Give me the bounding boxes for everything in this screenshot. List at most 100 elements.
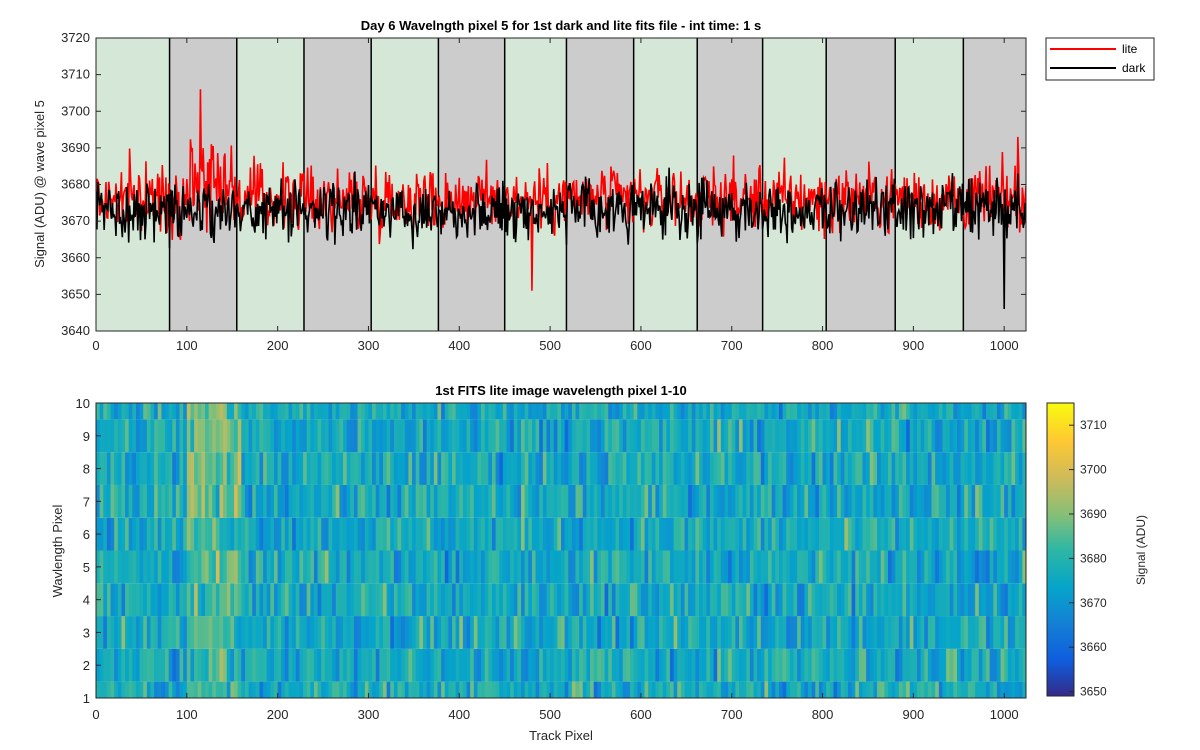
heatmap-cell: [887, 681, 892, 698]
heatmap-cell: [771, 550, 776, 584]
heatmap-cell: [114, 681, 119, 698]
heatmap-cell: [168, 517, 173, 551]
heatmap-cell: [822, 681, 827, 698]
heatmap-cell: [608, 648, 613, 682]
heatmap-cell: [204, 484, 210, 518]
heatmap-cell: [662, 616, 667, 649]
heatmap-cell: [215, 484, 220, 518]
heatmap-cell: [789, 648, 794, 682]
heatmap-cell: [935, 681, 940, 698]
heatmap-cell: [528, 452, 533, 485]
heatmap-cell: [143, 452, 148, 485]
y-tick-label: 3650: [61, 286, 90, 301]
heatmap-cell: [637, 517, 642, 551]
heatmap-cell: [1015, 550, 1020, 584]
heatmap-cell: [571, 403, 576, 420]
heatmap-cell: [982, 648, 987, 682]
heatmap-cell: [680, 484, 685, 518]
heatmap-cell: [804, 550, 809, 584]
heatmap-cell: [673, 403, 678, 420]
heatmap-cell: [292, 452, 297, 485]
heatmap-cell: [219, 419, 224, 453]
heatmap-cell: [837, 583, 842, 617]
heatmap-cell: [669, 517, 675, 551]
heatmap-cell: [99, 517, 104, 551]
heatmap-frame: [95, 402, 1027, 699]
heatmap-cell: [768, 648, 773, 682]
heatmap-cell: [862, 583, 867, 617]
heatmap-cell: [822, 616, 827, 649]
heatmap-cell: [837, 452, 842, 485]
heatmap-cell: [215, 681, 220, 698]
heatmap-cell: [906, 583, 911, 617]
heatmap-cell: [401, 403, 406, 420]
heatmap-cell: [909, 550, 914, 584]
heatmap-cell: [982, 484, 987, 518]
heatmap-cell: [259, 583, 264, 617]
heatmap-cell: [226, 419, 231, 453]
heatmap-cell: [408, 419, 413, 453]
heatmap-cell: [524, 681, 529, 698]
heatmap-cell: [942, 583, 947, 617]
heatmap-cell: [887, 583, 892, 617]
heatmap-cell: [989, 484, 994, 518]
x-tick-label: 0: [92, 707, 99, 722]
heatmap-cell: [382, 583, 388, 617]
heatmap-cell: [786, 484, 791, 518]
heatmap-cell: [524, 517, 529, 551]
heatmap-cell: [470, 648, 475, 682]
heatmap-cell: [513, 583, 518, 617]
heatmap-cell: [655, 648, 660, 682]
heatmap-cell: [295, 550, 300, 584]
heatmap-cell: [993, 648, 998, 682]
heatmap-cell: [194, 583, 199, 617]
heatmap-cell: [263, 484, 268, 518]
heatmap-cell: [837, 681, 842, 698]
heatmap-cell: [132, 517, 137, 551]
heatmap-cell: [281, 517, 286, 551]
heatmap-cell: [175, 419, 180, 453]
heatmap-cell: [444, 550, 449, 584]
heatmap-cell: [833, 403, 838, 420]
heatmap-cell: [764, 484, 769, 518]
heatmap-cell: [99, 681, 104, 698]
heatmap-cell: [771, 452, 776, 485]
heatmap-cell: [608, 419, 613, 453]
heatmap-cell: [884, 681, 889, 698]
heatmap-cell: [909, 452, 914, 485]
heatmap-cell: [317, 403, 322, 420]
heatmap-cell: [920, 452, 925, 485]
heatmap-cell: [154, 452, 159, 485]
heatmap-cell: [829, 550, 834, 584]
heatmap-cell: [321, 484, 326, 518]
heatmap-cell: [550, 550, 555, 584]
heatmap-cell: [760, 452, 765, 485]
heatmap-cell: [332, 484, 337, 518]
heatmap-cell: [121, 419, 126, 453]
heatmap-cell: [452, 648, 457, 682]
heatmap-cell: [855, 452, 860, 485]
heatmap-cell: [215, 452, 220, 485]
heatmap-cell: [895, 681, 900, 698]
heatmap-cell: [241, 583, 246, 617]
heatmap-cell: [168, 419, 173, 453]
heatmap-cell: [466, 616, 471, 649]
heatmap-cell: [146, 517, 151, 551]
heatmap-cell: [924, 403, 929, 420]
heatmap-cell: [368, 681, 373, 698]
heatmap-cell: [415, 484, 420, 518]
heatmap-cell: [822, 648, 827, 682]
x-axis-ticks: 0 100 200 300 400 500 600 700 800 900 1000: [92, 693, 1019, 722]
heatmap-cell: [470, 452, 475, 485]
heatmap-cell: [103, 517, 108, 551]
heatmap-cell: [1018, 403, 1023, 420]
heatmap-cell: [114, 550, 119, 584]
heatmap-cell: [110, 550, 115, 584]
heatmap-cell: [455, 648, 460, 682]
heatmap-cell: [295, 517, 300, 551]
heatmap-cell: [557, 550, 562, 584]
heatmap-cell: [590, 517, 595, 551]
heatmap-cell: [401, 583, 406, 617]
heatmap-cell: [154, 419, 159, 453]
heatmap-cell: [481, 452, 486, 485]
